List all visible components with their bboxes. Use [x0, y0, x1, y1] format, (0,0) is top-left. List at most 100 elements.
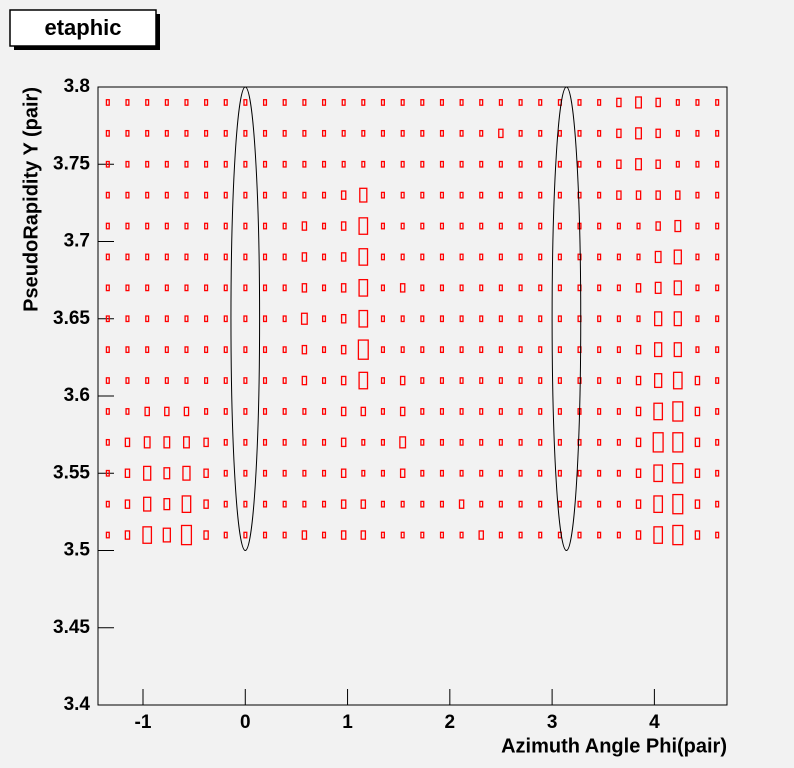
box [124, 468, 131, 479]
box [654, 373, 663, 389]
box [400, 191, 405, 199]
box [358, 248, 369, 266]
box [439, 531, 445, 539]
box [361, 160, 366, 168]
box [635, 468, 642, 479]
box [655, 159, 661, 170]
box [420, 531, 425, 539]
box [654, 311, 663, 327]
box [479, 253, 484, 261]
box [380, 438, 385, 446]
box [538, 377, 543, 384]
box [420, 284, 425, 292]
box [243, 469, 248, 477]
box [400, 346, 405, 354]
box [262, 531, 268, 539]
box [597, 438, 602, 446]
box [478, 530, 484, 540]
box [518, 191, 523, 199]
box [380, 500, 385, 508]
box [518, 438, 523, 446]
y-tick-label: 3.6 [64, 385, 90, 406]
box [518, 99, 523, 106]
box [164, 315, 169, 323]
box [164, 129, 169, 137]
box [105, 469, 110, 477]
box [616, 438, 621, 446]
box [616, 190, 622, 200]
box [204, 315, 209, 323]
box [715, 315, 720, 323]
box [439, 222, 445, 230]
box [518, 315, 523, 323]
box [655, 221, 661, 231]
x-tick-label: 0 [240, 712, 251, 733]
box [695, 222, 700, 230]
box [282, 500, 287, 508]
box [538, 284, 543, 292]
box [675, 99, 680, 106]
box [360, 406, 367, 417]
box [361, 129, 366, 137]
box [262, 99, 268, 106]
box [163, 436, 171, 449]
box [538, 222, 543, 230]
box [184, 222, 189, 230]
box [518, 408, 523, 415]
box [655, 128, 661, 139]
box [673, 342, 682, 358]
box [380, 469, 385, 477]
box [672, 463, 684, 484]
box [498, 500, 503, 508]
box [439, 315, 445, 323]
box [653, 526, 664, 544]
box [616, 377, 621, 384]
box [105, 160, 110, 168]
box [321, 99, 327, 106]
box [282, 377, 287, 384]
box [538, 531, 543, 539]
title-box [9, 9, 157, 47]
box [282, 284, 287, 292]
box [262, 500, 268, 508]
box [694, 375, 701, 386]
box [518, 346, 523, 354]
box [125, 222, 130, 230]
box [715, 531, 720, 539]
box [301, 252, 308, 262]
box [203, 437, 209, 448]
box [616, 500, 621, 508]
box [616, 346, 621, 354]
box [262, 377, 268, 384]
box [184, 253, 189, 261]
y-tick-label: 3.7 [64, 231, 90, 252]
box [143, 436, 151, 449]
box [380, 408, 385, 415]
box [243, 346, 248, 354]
box [557, 160, 562, 168]
box [223, 469, 228, 477]
box [341, 129, 346, 137]
box [204, 377, 209, 384]
box [380, 346, 385, 354]
y-tick-label: 3.55 [53, 462, 90, 483]
box [145, 191, 150, 199]
box [143, 496, 152, 512]
ellipse [230, 86, 261, 551]
box [518, 284, 523, 292]
box [341, 160, 346, 168]
box [597, 469, 602, 477]
box [321, 377, 327, 384]
box [420, 99, 425, 106]
box [243, 500, 248, 508]
box [673, 280, 682, 296]
box [616, 315, 621, 323]
box [204, 284, 209, 292]
box [459, 284, 464, 292]
box [715, 346, 720, 354]
box [459, 160, 464, 168]
box [654, 281, 662, 294]
box [557, 191, 562, 199]
box [675, 160, 680, 168]
box [694, 530, 701, 540]
